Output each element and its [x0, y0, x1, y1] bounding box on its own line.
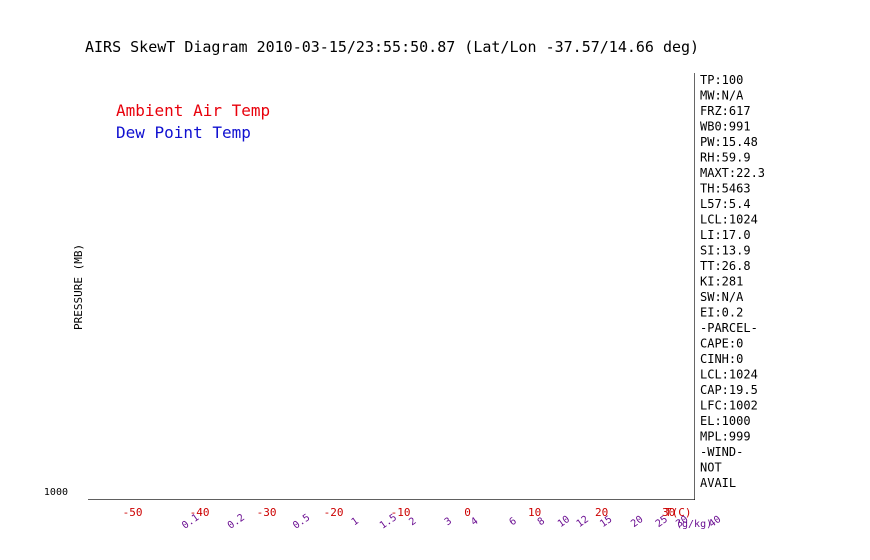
- index-line: LFC:1002: [700, 399, 758, 413]
- index-line: EL:1000: [700, 414, 751, 428]
- index-line: SW:N/A: [700, 290, 744, 304]
- bottom-temp-tick-label: 30: [662, 506, 675, 519]
- pressure-tick-label: 1000: [44, 487, 68, 498]
- index-line: AVAIL: [700, 476, 736, 490]
- mixing-ratio-tick-label: 1: [350, 516, 361, 528]
- mixing-ratio-tick-label: 10: [556, 514, 572, 530]
- mixing-ratio-tick-label: 8: [536, 516, 547, 528]
- mixing-ratio-tick-label: 0.5: [291, 512, 312, 531]
- bottom-temp-unit: T(C): [665, 506, 692, 519]
- index-line: LI:17.0: [700, 228, 751, 242]
- index-line: TP:100: [700, 73, 743, 87]
- bottom-temp-tick-label: 10: [528, 506, 541, 519]
- index-line: MW:N/A: [700, 89, 744, 103]
- bottom-temp-tick-label: -40: [190, 506, 210, 519]
- legend-ambient-air-temp: Ambient Air Temp: [116, 101, 270, 120]
- index-line: CINH:0: [700, 352, 743, 366]
- chart-title: AIRS SkewT Diagram 2010-03-15/23:55:50.8…: [85, 38, 699, 56]
- pressure-axis: 1002003004005006007008009001000: [44, 487, 68, 498]
- index-line: CAPE:0: [700, 337, 743, 351]
- index-line: NOT: [700, 461, 722, 475]
- index-line: L57:5.4: [700, 197, 751, 211]
- bottom-temp-tick-label: -10: [391, 506, 411, 519]
- bottom-temp-tick-label: -50: [123, 506, 143, 519]
- mixing-ratio-tick-label: 2: [407, 516, 418, 528]
- mixing-ratio-tick-label: 3: [443, 516, 454, 528]
- index-line: SI:13.9: [700, 244, 751, 258]
- index-line: FRZ:617: [700, 104, 751, 118]
- mixing-ratio-tick-label: 6: [508, 516, 519, 528]
- y-axis-label: PRESSURE (MB): [72, 244, 85, 330]
- index-line: WB0:991: [700, 120, 751, 134]
- bottom-temp-tick-label: -20: [324, 506, 344, 519]
- index-line: RH:59.9: [700, 151, 751, 165]
- index-line: EI:0.2: [700, 306, 743, 320]
- index-line: LCL:1024: [700, 368, 758, 382]
- mixing-ratio-tick-label: 20: [629, 514, 645, 530]
- bottom-temp-tick-label: 0: [464, 506, 471, 519]
- bottom-temp-tick-label: 20: [595, 506, 608, 519]
- index-line: MAXT:22.3: [700, 166, 765, 180]
- index-line: CAP:19.5: [700, 383, 758, 397]
- index-line: TT:26.8: [700, 259, 751, 273]
- legend-dew-point-temp: Dew Point Temp: [116, 123, 251, 142]
- index-line: PW:15.48: [700, 135, 758, 149]
- index-line: LCL:1024: [700, 213, 758, 227]
- mixing-ratio-tick-label: 12: [575, 514, 591, 530]
- index-line: -WIND-: [700, 445, 743, 459]
- index-line: -PARCEL-: [700, 321, 758, 335]
- mixing-ratio-tick-label: 0.2: [226, 512, 247, 531]
- mixing-ratio-unit: (g/kg): [676, 519, 712, 530]
- index-line: TH:5463: [700, 182, 751, 196]
- bottom-temperature-axis: -50 -40 -30 -20 -10 0 10 20 30T(C): [123, 506, 692, 519]
- mixing-ratio-tick-label: 4: [469, 516, 480, 528]
- index-line: MPL:999: [700, 430, 751, 444]
- bottom-temp-tick-label: -30: [257, 506, 277, 519]
- index-line: KI:281: [700, 275, 743, 289]
